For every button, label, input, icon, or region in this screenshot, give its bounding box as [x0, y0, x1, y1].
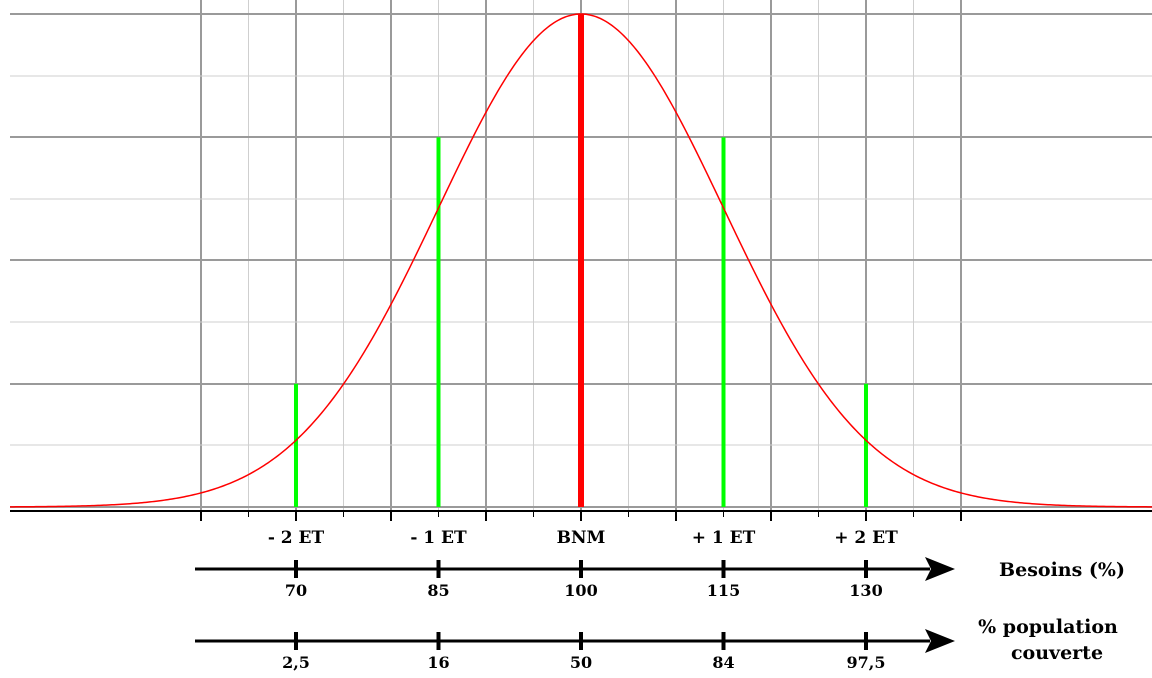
axis-tick-label: 70	[285, 581, 307, 600]
population-axis-arrowhead	[925, 629, 955, 653]
besoins-axis-arrowhead	[925, 557, 955, 581]
sd-label: - 2 ET	[268, 528, 325, 548]
axis-tick-label: 97,5	[847, 653, 886, 672]
sd-label: BNM	[557, 528, 606, 548]
axis-tick-label: 84	[712, 653, 734, 672]
axis-tick-label: 130	[849, 581, 882, 600]
sd-label: + 2 ET	[834, 528, 898, 548]
x-axis-ticks	[200, 511, 962, 521]
axis-tick-label: 16	[427, 653, 449, 672]
axis-tick-label: 2,5	[282, 653, 310, 672]
axis-tick-label: 85	[427, 581, 449, 600]
population-axis: 2,5 16 50 84 97,5 % population couverte	[195, 616, 1118, 672]
axis-tick-label: 115	[707, 581, 740, 600]
axis-tick-label: 100	[564, 581, 597, 600]
besoins-axis-ticks: 70 85 100 115 130	[285, 560, 883, 600]
besoins-axis-title: Besoins (%)	[999, 559, 1125, 581]
besoins-axis: 70 85 100 115 130 Besoins (%)	[195, 557, 1125, 600]
sd-label: + 1 ET	[692, 528, 756, 548]
sd-label: - 1 ET	[410, 528, 467, 548]
bell-curve	[9, 13, 1152, 508]
population-axis-title-line2: couverte	[1011, 642, 1103, 664]
sd-marker-lines	[294, 14, 868, 507]
population-axis-ticks: 2,5 16 50 84 97,5	[282, 632, 885, 672]
population-axis-title-line1: % population	[978, 616, 1118, 638]
axis-tick-label: 50	[570, 653, 592, 672]
sd-labels: - 2 ET - 1 ET BNM + 1 ET + 2 ET	[268, 528, 898, 548]
